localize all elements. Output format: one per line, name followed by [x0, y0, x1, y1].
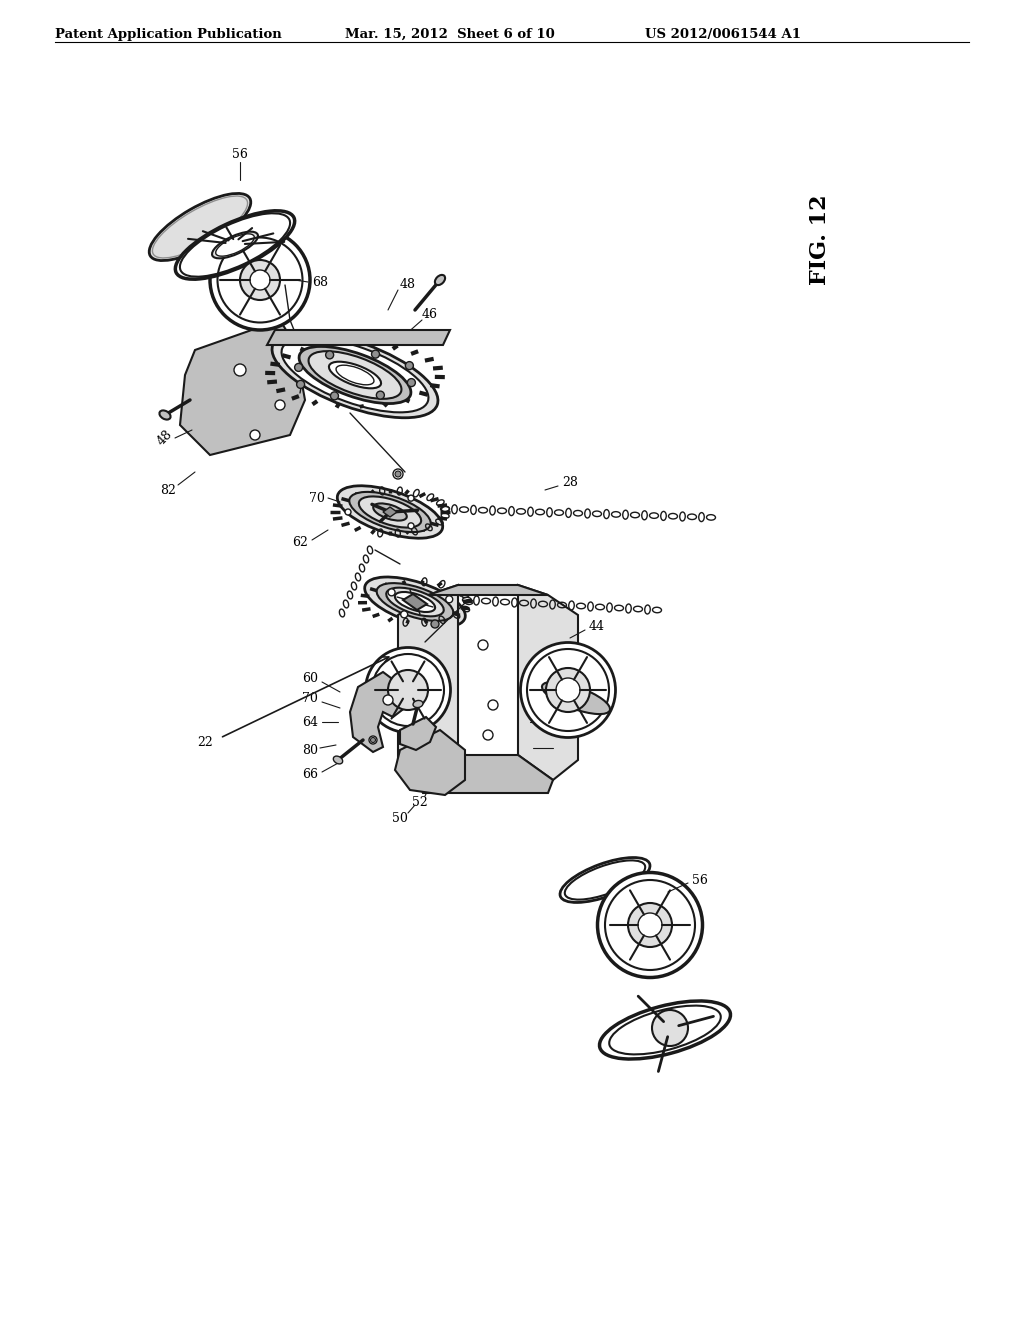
Circle shape — [483, 730, 493, 741]
Text: 62: 62 — [292, 536, 308, 549]
Polygon shape — [428, 585, 548, 595]
Circle shape — [478, 640, 488, 649]
Text: Mar. 15, 2012  Sheet 6 of 10: Mar. 15, 2012 Sheet 6 of 10 — [345, 28, 555, 41]
Text: 52: 52 — [412, 796, 428, 808]
Circle shape — [250, 430, 260, 440]
Ellipse shape — [329, 362, 381, 388]
Circle shape — [652, 1010, 688, 1045]
Ellipse shape — [358, 496, 421, 528]
Polygon shape — [403, 594, 427, 610]
Ellipse shape — [299, 346, 411, 404]
Polygon shape — [350, 672, 406, 752]
Ellipse shape — [160, 411, 171, 420]
Text: 28: 28 — [562, 475, 578, 488]
Text: 48: 48 — [400, 279, 416, 292]
Circle shape — [372, 350, 380, 358]
Text: 80: 80 — [302, 743, 318, 756]
Circle shape — [371, 738, 376, 742]
Ellipse shape — [560, 858, 650, 903]
Text: 60: 60 — [302, 672, 318, 685]
Circle shape — [388, 671, 428, 710]
Polygon shape — [395, 730, 465, 795]
Text: 68: 68 — [557, 742, 573, 755]
Ellipse shape — [216, 234, 254, 256]
Circle shape — [408, 495, 414, 502]
Text: US 2012/0061544 A1: US 2012/0061544 A1 — [645, 28, 801, 41]
Circle shape — [546, 668, 590, 711]
Circle shape — [628, 903, 672, 946]
Ellipse shape — [150, 194, 251, 260]
Ellipse shape — [337, 486, 442, 539]
Text: 64: 64 — [302, 715, 318, 729]
Text: Patent Application Publication: Patent Application Publication — [55, 28, 282, 41]
Ellipse shape — [175, 211, 295, 280]
Text: 70: 70 — [302, 692, 317, 705]
Circle shape — [377, 391, 384, 399]
Circle shape — [638, 913, 662, 937]
Circle shape — [408, 523, 414, 529]
Ellipse shape — [308, 351, 401, 399]
Circle shape — [250, 271, 270, 290]
Polygon shape — [383, 507, 397, 517]
Ellipse shape — [212, 231, 258, 259]
Text: 48: 48 — [552, 715, 568, 729]
Polygon shape — [418, 755, 553, 793]
Ellipse shape — [366, 648, 451, 733]
Text: 44: 44 — [589, 619, 605, 632]
Circle shape — [556, 678, 580, 702]
Polygon shape — [180, 319, 305, 455]
Circle shape — [431, 620, 439, 628]
Circle shape — [395, 471, 401, 477]
Circle shape — [383, 696, 393, 705]
Circle shape — [388, 589, 395, 595]
Polygon shape — [400, 717, 436, 750]
Circle shape — [393, 469, 403, 479]
Circle shape — [400, 611, 408, 618]
Ellipse shape — [413, 701, 423, 708]
Ellipse shape — [334, 756, 343, 764]
Ellipse shape — [520, 643, 615, 738]
Text: FIG. 12: FIG. 12 — [809, 194, 831, 285]
Ellipse shape — [395, 591, 435, 612]
Text: 66: 66 — [302, 768, 318, 781]
Circle shape — [445, 595, 453, 603]
Ellipse shape — [377, 583, 454, 620]
Circle shape — [369, 737, 377, 744]
Ellipse shape — [386, 587, 443, 616]
Ellipse shape — [282, 338, 428, 412]
Text: 48: 48 — [155, 428, 175, 449]
Polygon shape — [398, 585, 458, 780]
Circle shape — [406, 362, 414, 370]
Circle shape — [240, 260, 280, 300]
Ellipse shape — [210, 230, 310, 330]
Ellipse shape — [272, 333, 438, 417]
Ellipse shape — [435, 275, 445, 285]
Circle shape — [275, 400, 285, 411]
Text: 70: 70 — [309, 491, 325, 504]
Ellipse shape — [373, 503, 407, 520]
Ellipse shape — [365, 577, 465, 627]
Circle shape — [408, 379, 416, 387]
Text: 68: 68 — [312, 276, 328, 289]
Circle shape — [331, 392, 339, 400]
Polygon shape — [267, 330, 450, 345]
Text: 22: 22 — [198, 735, 213, 748]
Ellipse shape — [599, 1001, 730, 1059]
Text: 46: 46 — [422, 309, 438, 322]
Text: 56: 56 — [232, 149, 248, 161]
Ellipse shape — [597, 873, 702, 978]
Circle shape — [295, 363, 303, 371]
Circle shape — [488, 700, 498, 710]
Circle shape — [326, 351, 334, 359]
Polygon shape — [518, 585, 578, 780]
Text: 42: 42 — [596, 664, 612, 676]
Circle shape — [234, 364, 246, 376]
Circle shape — [297, 380, 304, 388]
Circle shape — [345, 510, 351, 515]
Text: 50: 50 — [392, 812, 408, 825]
Ellipse shape — [349, 492, 431, 532]
Text: 82: 82 — [160, 483, 176, 496]
Ellipse shape — [542, 682, 610, 714]
Text: 56: 56 — [692, 874, 708, 887]
